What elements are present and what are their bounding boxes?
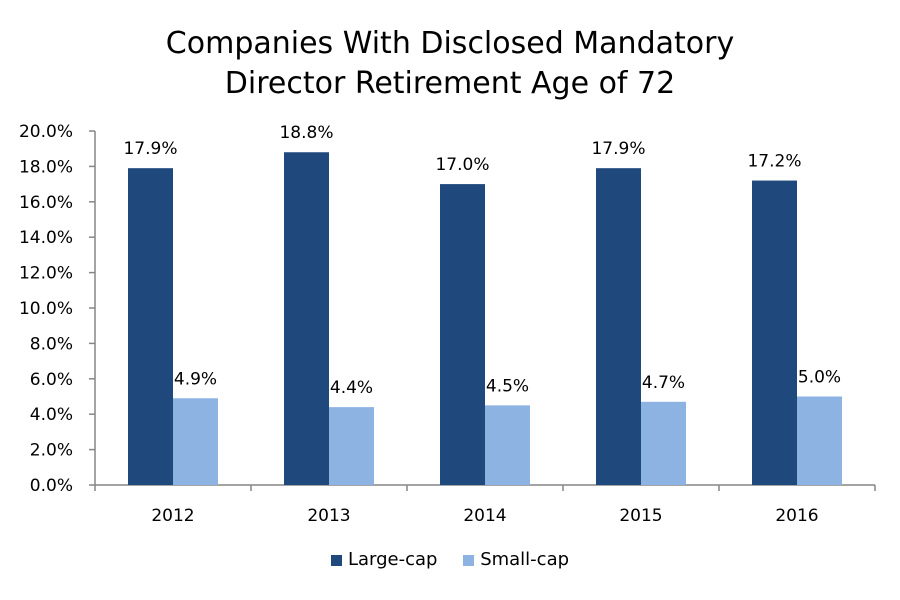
bar-large-cap-2012 [128, 168, 173, 486]
legend-swatch-large-cap [330, 554, 342, 566]
legend-swatch-small-cap [463, 554, 475, 566]
y-tick-label: 18.0% [19, 157, 73, 177]
legend-label-large-cap: Large-cap [347, 549, 438, 570]
x-tick-label: 2015 [619, 506, 662, 526]
legend-item-small-cap: Small-cap [463, 548, 569, 572]
bar-small-cap-2016 [797, 396, 842, 485]
data-label-small-cap-2012: 4.9% [174, 369, 217, 389]
data-label-small-cap-2013: 4.4% [330, 378, 373, 398]
chart-title-line-2: Director Retirement Age of 72 [224, 66, 676, 101]
x-tick-label: 2013 [307, 506, 350, 526]
y-tick-label: 20.0% [19, 122, 73, 142]
data-label-large-cap-2015: 17.9% [591, 139, 645, 159]
y-tick-label: 10.0% [19, 299, 73, 319]
legend: Large-cap Small-cap [0, 548, 900, 573]
y-tick-label: 0.0% [30, 476, 73, 496]
data-label-large-cap-2014: 17.0% [435, 155, 489, 175]
y-axis: 0.0% 2.0% 4.0% 6.0% 8.0% 10.0% 12.0% 14.0% 16.0%… [19, 122, 96, 496]
y-tick-label: 14.0% [19, 228, 73, 248]
bar-large-cap-2015 [596, 168, 641, 486]
y-tick-label: 16.0% [19, 193, 73, 213]
data-labels: 17.9% 18.8% 17.0% 17.9% 17.2% 4.9% 4.4% 4.5% 4.7… [123, 123, 841, 398]
x-tick-label: 2014 [463, 506, 506, 526]
bar-small-cap-2013 [329, 407, 374, 485]
y-tick-label: 2.0% [30, 441, 73, 461]
bar-large-cap-2014 [440, 184, 485, 485]
data-label-large-cap-2013: 18.8% [279, 123, 333, 143]
data-label-small-cap-2016: 5.0% [798, 368, 841, 388]
bar-large-cap-2013 [284, 152, 329, 486]
bar-small-cap-2012 [173, 398, 218, 485]
x-axis: 2012 2013 2014 2015 2016 [94, 484, 876, 526]
y-tick-label: 6.0% [30, 370, 73, 390]
y-tick-label: 12.0% [19, 264, 73, 284]
x-tick-label: 2012 [151, 506, 194, 526]
data-label-large-cap-2016: 17.2% [747, 152, 801, 172]
x-tick-label: 2016 [775, 506, 818, 526]
bars [128, 152, 842, 486]
y-tick-label: 4.0% [30, 405, 73, 425]
y-tick-label: 8.0% [30, 334, 73, 354]
data-label-small-cap-2014: 4.5% [486, 376, 529, 396]
data-label-small-cap-2015: 4.7% [642, 373, 685, 393]
legend-label-small-cap: Small-cap [480, 549, 570, 570]
bar-small-cap-2015 [641, 401, 686, 485]
legend-item-large-cap: Large-cap [330, 548, 438, 572]
chart-title-line-1: Companies With Disclosed Mandatory [165, 26, 735, 61]
chart-title: Companies With Disclosed Mandatory Direc… [0, 24, 900, 104]
data-label-large-cap-2012: 17.9% [123, 139, 177, 159]
bar-large-cap-2016 [752, 180, 797, 485]
bar-small-cap-2014 [485, 405, 530, 485]
